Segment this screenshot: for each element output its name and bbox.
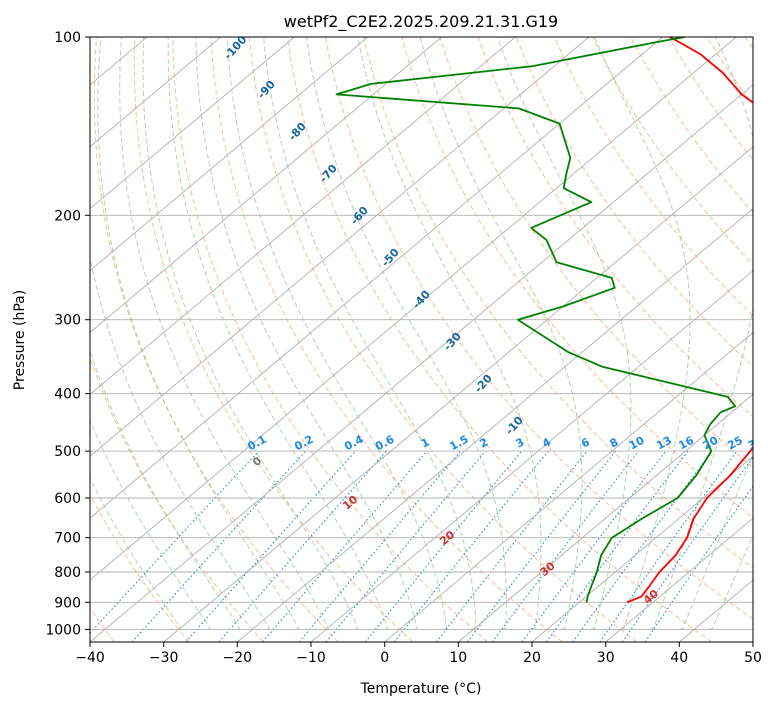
dry-adiabat — [363, 37, 753, 569]
plot-background — [90, 37, 753, 642]
x-tick-label: −10 — [296, 650, 326, 666]
y-tick-label: 100 — [54, 30, 81, 46]
dry-adiabat — [90, 356, 264, 642]
mixing-ratio-line — [364, 450, 523, 642]
moist-adiabat — [97, 37, 300, 630]
isotherm — [90, 37, 221, 148]
moist-adiabat — [90, 349, 241, 630]
y-tick-label: 500 — [54, 444, 81, 460]
y-tick-label: 700 — [54, 531, 81, 547]
isotherm — [531, 455, 753, 642]
isotherm — [310, 269, 753, 642]
isotherm — [384, 331, 753, 642]
moist-adiabat — [142, 37, 359, 630]
chart-title: wetPf2_C2E2.2025.209.21.31.G19 — [284, 12, 558, 32]
mixing-ratio-line — [393, 450, 549, 642]
moist-adiabat — [263, 37, 477, 630]
y-tick-label: 400 — [54, 387, 81, 403]
x-tick-label: −40 — [75, 650, 105, 666]
mixing-ratio-line — [218, 450, 387, 642]
mixing-ratio-label: 10 — [627, 434, 647, 453]
background-lines — [90, 37, 753, 642]
y-tick-label: 900 — [54, 595, 81, 611]
mixing-ratio-line — [298, 450, 462, 642]
y-axis: 100 200 300 400 500 600 700 800 900 1000 — [45, 30, 90, 638]
x-tick-label: 40 — [670, 650, 688, 666]
isotherm — [90, 37, 590, 457]
moist-adiabat — [419, 37, 583, 630]
x-tick-label: −30 — [149, 650, 179, 666]
dry-adiabat — [286, 37, 712, 642]
mixing-ratio-line — [491, 450, 639, 642]
profiles — [335, 37, 753, 604]
isotherm — [458, 393, 753, 642]
x-axis-label: Temperature (°C) — [360, 681, 482, 697]
moist-adiabat — [167, 37, 389, 630]
isotherm — [163, 146, 753, 642]
y-tick-label: 200 — [54, 208, 81, 224]
dry-adiabat — [477, 37, 753, 418]
moist-adiabat — [195, 37, 418, 630]
moist-adiabat — [357, 37, 542, 630]
y-axis-label: Pressure (hPa) — [12, 290, 28, 390]
mixing-ratio-label: 30 — [746, 434, 766, 453]
temperature-profile — [626, 37, 753, 604]
dry-adiabat — [553, 37, 753, 317]
isotherm — [90, 84, 753, 642]
dry-adiabat — [93, 37, 339, 642]
isotherm — [90, 37, 442, 334]
x-axis: −40 −30 −20 −10 0 10 20 30 40 50 — [75, 642, 762, 666]
y-tick-label: 1000 — [45, 622, 81, 638]
plot-frame — [89, 36, 754, 643]
x-tick-label: −20 — [223, 650, 253, 666]
dry-adiabat — [324, 37, 753, 620]
moist-adiabat — [594, 37, 691, 630]
isotherm — [237, 208, 753, 642]
x-tick-label: 20 — [523, 650, 541, 666]
mixing-ratio-line — [621, 456, 753, 642]
mixing-ratio-label: 13 — [654, 434, 674, 453]
moist-adiabat — [90, 254, 270, 630]
isotherm — [90, 37, 369, 272]
dry-adiabat — [210, 37, 563, 642]
x-tick-label: 10 — [449, 650, 467, 666]
mixing-ratio-line — [572, 450, 713, 642]
dry-adiabat — [515, 37, 753, 368]
isotherm — [90, 37, 737, 581]
moist-adiabat — [90, 477, 182, 630]
moist-adiabat — [679, 452, 753, 630]
moist-adiabat — [90, 418, 211, 630]
mixing-ratio-line — [131, 450, 307, 642]
dry-adiabat — [133, 37, 414, 642]
mixing-ratio-line — [521, 450, 667, 642]
dry-adiabat — [248, 37, 638, 642]
y-tick-label: 800 — [54, 565, 81, 581]
mixing-ratio-label: 20 — [701, 434, 721, 453]
isotherm — [90, 37, 516, 395]
y-tick-label: 300 — [54, 313, 81, 329]
mixing-ratio-line — [599, 450, 738, 642]
isotherm — [605, 517, 753, 642]
mixing-ratio-line — [644, 485, 753, 642]
mixing-ratio-label: 16 — [676, 434, 696, 453]
isotherm — [90, 37, 663, 519]
mixing-ratio-line — [545, 450, 689, 642]
pressure-grid — [90, 37, 753, 630]
x-tick-label: 0 — [380, 650, 389, 666]
isotherm — [90, 37, 295, 210]
mixing-ratio-line — [325, 450, 486, 642]
x-tick-label: 50 — [744, 650, 762, 666]
mixing-ratio-label: 25 — [725, 434, 745, 453]
y-tick-label: 600 — [54, 491, 81, 507]
x-tick-label: 30 — [597, 650, 615, 666]
mixing-ratio-line — [185, 450, 356, 642]
moist-adiabat — [119, 37, 329, 630]
dewpoint-profile — [335, 37, 737, 603]
moist-adiabat — [226, 37, 448, 630]
moist-adiabat — [306, 37, 507, 630]
mixing-ratio-line — [90, 450, 260, 634]
